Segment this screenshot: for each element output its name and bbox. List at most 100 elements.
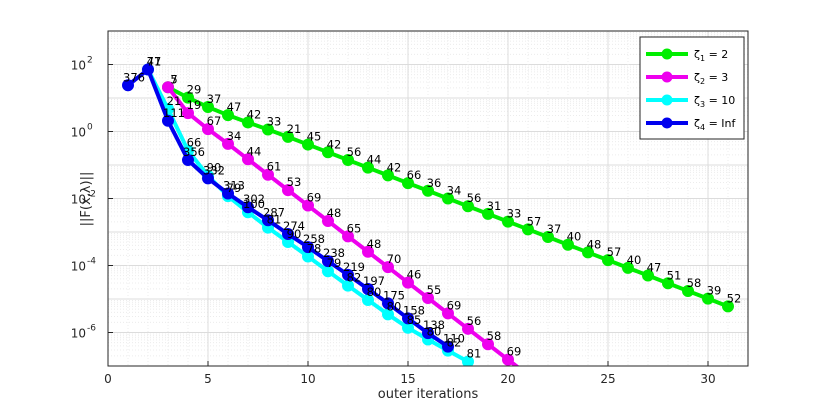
data-point <box>422 327 434 340</box>
data-point <box>302 138 314 151</box>
data-point <box>482 338 494 351</box>
data-label: 57 <box>527 214 542 228</box>
data-label: 376 <box>123 70 145 84</box>
data-point <box>282 228 294 241</box>
legend-marker <box>661 117 673 129</box>
data-point <box>282 184 294 197</box>
data-label: 56 <box>347 145 362 159</box>
data-label: 44 <box>367 153 382 167</box>
data-label: 52 <box>727 291 742 305</box>
data-point <box>682 284 694 297</box>
data-label: 21 <box>287 122 302 136</box>
data-point <box>422 291 434 304</box>
data-point <box>442 340 454 353</box>
x-tick-label: 0 <box>104 372 112 386</box>
data-label: 47 <box>227 100 242 114</box>
data-point <box>142 63 154 76</box>
data-label: 29 <box>187 83 202 97</box>
series-group <box>142 63 474 366</box>
legend-marker <box>661 48 673 60</box>
series-group <box>162 81 734 313</box>
data-point <box>402 276 414 289</box>
data-point <box>242 116 254 129</box>
data-point <box>202 123 214 136</box>
legend-entry-label: ζ1 = 2 <box>694 48 728 63</box>
data-label: 81 <box>467 347 482 361</box>
data-label: 100 <box>243 197 265 211</box>
data-point <box>222 187 234 200</box>
series-group <box>162 81 520 366</box>
data-label: 42 <box>247 107 262 121</box>
x-tick-label: 20 <box>500 372 515 386</box>
y-tick-label-exponent: 0 <box>87 123 93 133</box>
data-label: 19 <box>187 98 202 112</box>
data-label: 66 <box>187 136 202 150</box>
data-point <box>262 123 274 136</box>
data-label: 48 <box>367 237 382 251</box>
data-point <box>122 79 134 92</box>
data-point <box>542 231 554 244</box>
data-label: 90 <box>207 161 222 175</box>
data-label: 110 <box>443 332 465 346</box>
data-point <box>582 246 594 259</box>
data-label: 85 <box>407 313 422 327</box>
data-label: 34 <box>227 129 242 143</box>
data-point <box>602 254 614 267</box>
y-tick-label-exponent: -6 <box>87 324 96 334</box>
data-label: 274 <box>283 219 305 233</box>
data-label: 69 <box>507 345 522 359</box>
data-label: 78 <box>307 241 322 255</box>
data-point <box>422 184 434 197</box>
y-tick-label-exponent: -2 <box>87 190 96 200</box>
data-label: 70 <box>387 252 402 266</box>
data-label: 80 <box>387 299 402 313</box>
data-point <box>162 114 174 127</box>
data-point <box>382 169 394 182</box>
data-label: 80 <box>427 325 442 339</box>
data-label: 46 <box>407 268 422 282</box>
data-label: 33 <box>507 207 522 221</box>
data-label: 66 <box>407 168 422 182</box>
data-label: 57 <box>607 245 622 259</box>
data-point <box>442 192 454 205</box>
data-label: 238 <box>323 246 345 260</box>
data-point <box>182 107 194 120</box>
data-label: 332 <box>203 163 225 177</box>
data-label: 69 <box>307 191 322 205</box>
data-point <box>702 292 714 305</box>
point-labels: 5 29 37 47 42 33 21 45 42 56 44 42 66 36 34 56 31 33 57 37 4… <box>123 55 741 361</box>
data-point <box>182 91 194 104</box>
series-group <box>122 63 454 353</box>
data-label: 45 <box>307 130 322 144</box>
x-tick-label: 5 <box>204 372 212 386</box>
legend-entry-label: ζ3 = 10 <box>694 94 735 109</box>
data-point <box>222 137 234 150</box>
data-label: 5 <box>170 72 177 86</box>
data-label: 42 <box>327 137 342 151</box>
data-label: 65 <box>347 221 362 235</box>
data-label: 175 <box>383 288 405 302</box>
data-label: 39 <box>707 284 722 298</box>
plot-frame <box>107 30 749 367</box>
y-tick-label: 10 <box>71 193 86 207</box>
data-point <box>522 223 534 236</box>
data-label: 158 <box>403 303 425 317</box>
data-label: 44 <box>247 144 262 158</box>
data-label: 82 <box>447 336 462 350</box>
data-label: 37 <box>547 222 562 236</box>
data-label: 138 <box>423 318 445 332</box>
data-label: 81 <box>267 213 282 227</box>
data-point <box>342 230 354 243</box>
data-label: 287 <box>263 205 285 219</box>
data-label: 31 <box>487 199 502 213</box>
data-point <box>282 130 294 143</box>
data-label: 79 <box>327 256 342 270</box>
data-label: 48 <box>327 206 342 220</box>
data-label: 313 <box>223 178 245 192</box>
data-point <box>482 207 494 220</box>
data-label: 61 <box>267 160 282 174</box>
data-point <box>562 238 574 251</box>
y-tick-label-exponent: -4 <box>87 257 96 267</box>
data-point <box>242 153 254 166</box>
